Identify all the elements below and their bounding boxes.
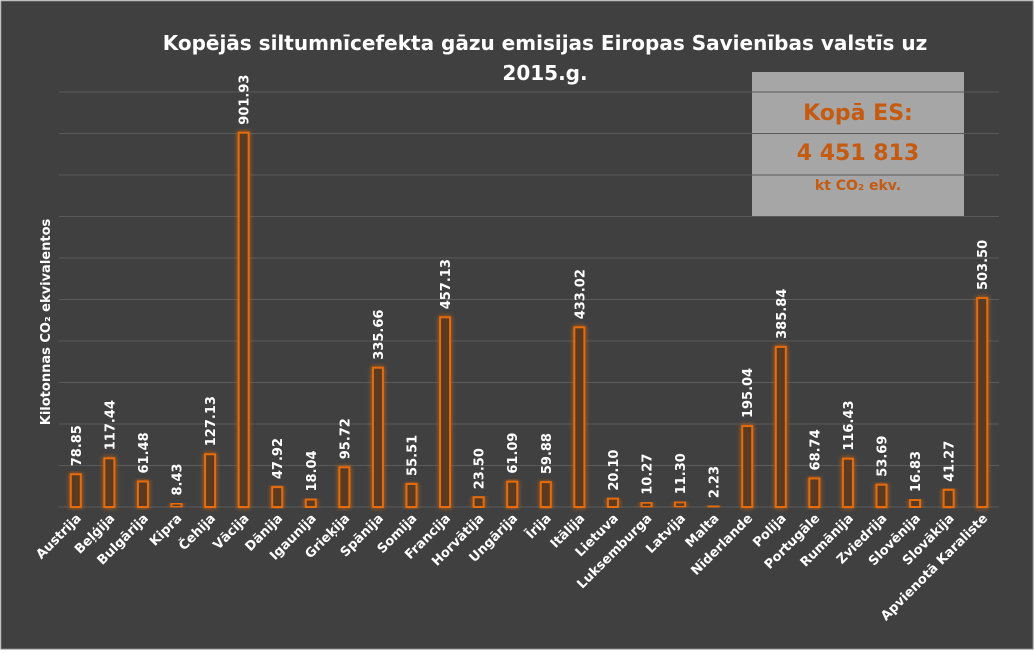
bar xyxy=(472,496,485,508)
value-label: 117.44 xyxy=(103,400,118,450)
y-axis-label: Kilotonnas CO₂ ekvivalentos xyxy=(39,219,54,426)
value-label: 23.50 xyxy=(473,448,488,489)
annotation-box xyxy=(752,72,964,216)
value-label: 10.27 xyxy=(641,454,656,495)
value-label: 16.83 xyxy=(909,451,924,492)
bar xyxy=(170,502,183,509)
bar xyxy=(640,501,653,508)
bar xyxy=(506,480,519,508)
value-label: 59.88 xyxy=(540,433,555,474)
bar xyxy=(405,482,418,508)
bar xyxy=(606,497,619,509)
value-label: 385.84 xyxy=(775,289,790,339)
bar xyxy=(976,297,989,508)
value-label: 901.93 xyxy=(238,75,253,125)
bar xyxy=(909,499,922,509)
value-label: 503.50 xyxy=(976,240,991,290)
value-label: 95.72 xyxy=(338,418,353,459)
value-label: 53.69 xyxy=(876,436,891,477)
bar xyxy=(439,316,452,508)
annotation: kt CO₂ ekv. xyxy=(815,178,901,194)
bar xyxy=(539,481,552,509)
bar xyxy=(942,488,955,509)
value-label: 8.43 xyxy=(171,463,186,495)
value-label: 20.10 xyxy=(607,450,622,491)
bar xyxy=(136,480,149,509)
value-label: 2.23 xyxy=(708,466,723,498)
value-label: 11.30 xyxy=(674,453,689,494)
bar xyxy=(875,483,888,509)
chart-title: 2015.g. xyxy=(502,61,587,85)
value-label: 116.43 xyxy=(842,401,857,451)
value-label: 195.04 xyxy=(741,368,756,418)
bar xyxy=(103,457,116,508)
bar xyxy=(808,477,821,508)
bar xyxy=(204,453,217,509)
value-label: 433.02 xyxy=(573,269,588,319)
value-label: 61.09 xyxy=(506,433,521,474)
value-label: 47.92 xyxy=(271,438,286,479)
value-label: 61.48 xyxy=(137,432,152,473)
bar xyxy=(304,498,317,508)
value-label: 127.13 xyxy=(204,396,219,446)
bar xyxy=(707,505,720,509)
bar xyxy=(237,131,250,509)
bar xyxy=(841,457,854,508)
bar xyxy=(573,326,586,508)
bar xyxy=(371,366,384,509)
bar xyxy=(69,473,82,509)
value-label: 41.27 xyxy=(943,441,958,482)
bar xyxy=(741,425,754,509)
annotation: 4 451 813 xyxy=(797,141,919,166)
chart-title: Kopējās siltumnīcefekta gāzu emisijas Ei… xyxy=(163,31,928,55)
bar xyxy=(338,466,351,509)
bar xyxy=(271,486,284,508)
value-label: 78.85 xyxy=(70,425,85,466)
bar xyxy=(774,345,787,508)
bar xyxy=(674,501,687,508)
value-label: 18.04 xyxy=(305,450,320,491)
value-label: 335.66 xyxy=(372,310,387,360)
value-label: 68.74 xyxy=(808,429,823,470)
annotation: Kopā ES: xyxy=(803,101,913,126)
value-label: 457.13 xyxy=(439,259,454,309)
value-label: 55.51 xyxy=(406,435,421,476)
